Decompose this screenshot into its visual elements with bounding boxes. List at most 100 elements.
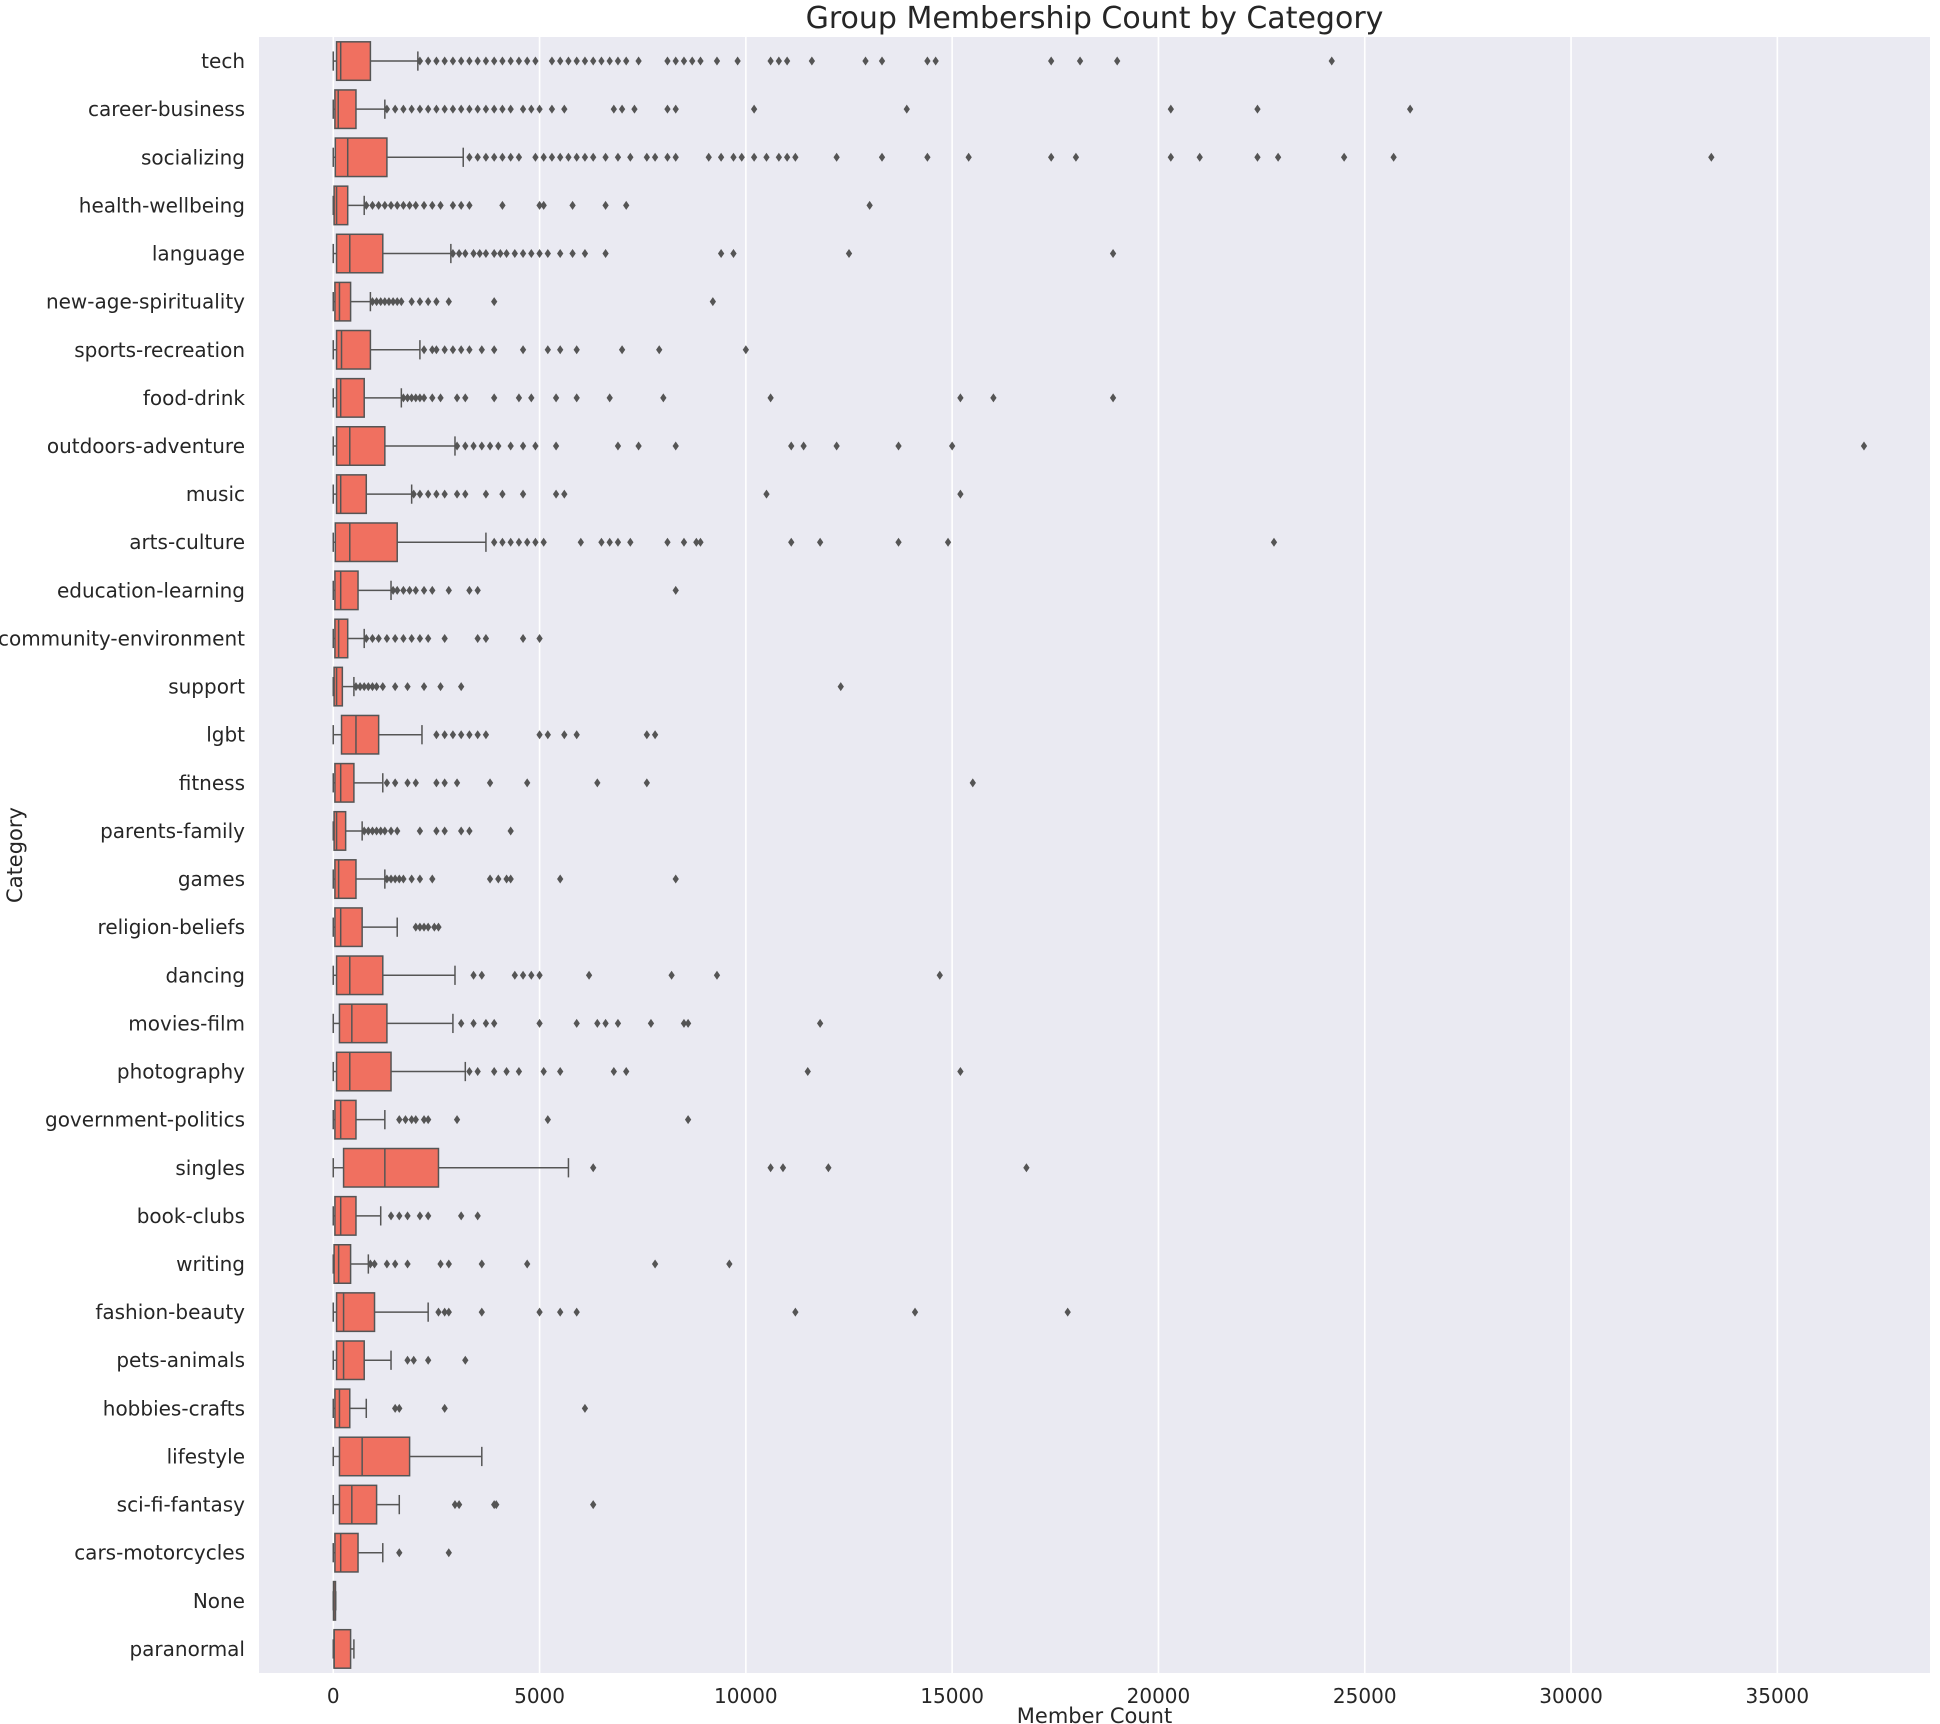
outlier-point	[466, 1067, 473, 1077]
outlier-point	[431, 922, 438, 932]
outlier-point	[788, 441, 795, 451]
iqr-box	[338, 1436, 411, 1477]
outlier-point	[392, 104, 399, 114]
outlier-point	[1109, 249, 1117, 259]
outlier-point	[387, 200, 395, 210]
outlier-point	[466, 826, 473, 836]
outlier-point	[437, 393, 444, 403]
outlier-point	[433, 778, 440, 788]
outlier-point	[404, 1355, 411, 1365]
outlier-point	[540, 152, 547, 162]
iqr-box	[334, 281, 352, 322]
outlier-point	[466, 585, 473, 595]
outlier-point	[404, 682, 411, 692]
outlier-point	[552, 393, 560, 403]
outlier-point	[375, 200, 382, 210]
outlier-point	[499, 152, 506, 162]
y-tick-label: education-learning	[57, 578, 245, 602]
outlier-point	[738, 152, 745, 162]
outlier-point	[379, 682, 386, 692]
outlier-point	[400, 200, 407, 210]
outlier-point	[684, 1018, 692, 1028]
outlier-point	[602, 152, 609, 162]
box-group	[332, 1388, 589, 1429]
y-axis-label: Category	[3, 807, 27, 903]
outlier-point	[519, 970, 527, 980]
outlier-point	[458, 1211, 465, 1221]
box-group	[332, 329, 750, 370]
y-tick-label: pets-animals	[116, 1348, 245, 1372]
outlier-point	[437, 1259, 444, 1269]
outlier-point	[507, 826, 514, 836]
outlier-point	[482, 152, 490, 162]
outlier-point	[944, 537, 952, 547]
outlier-point	[381, 200, 388, 210]
y-tick-label: book-clubs	[137, 1204, 245, 1228]
outlier-point	[416, 489, 424, 499]
outlier-point	[957, 1067, 964, 1077]
outlier-point	[528, 104, 535, 114]
outlier-point	[1167, 152, 1174, 162]
outlier-point	[396, 1548, 403, 1558]
outlier-point	[453, 1115, 461, 1125]
outlier-point	[561, 104, 568, 114]
box-group	[332, 233, 1117, 274]
outlier-point	[614, 1018, 622, 1028]
box-group	[332, 618, 543, 659]
box-group	[332, 41, 1335, 82]
outlier-point	[398, 297, 405, 307]
outlier-point	[394, 297, 401, 307]
outlier-point	[536, 1018, 543, 1028]
outlier-point	[491, 56, 498, 66]
outlier-point	[528, 393, 535, 403]
outlier-point	[590, 56, 597, 66]
y-tick-label: parents-family	[100, 819, 245, 843]
outlier-point	[394, 585, 401, 595]
outlier-point	[400, 874, 407, 884]
outlier-point	[482, 633, 490, 643]
outlier-point	[458, 104, 465, 114]
outlier-point	[573, 730, 580, 740]
outlier-point	[499, 200, 506, 210]
outlier-point	[474, 104, 481, 114]
outlier-point	[1254, 104, 1261, 114]
outlier-point	[1167, 104, 1174, 114]
outlier-point	[478, 1307, 485, 1317]
chart-title: Group Membership Count by Category	[806, 1, 1384, 36]
outlier-point	[361, 826, 368, 836]
outlier-point	[540, 1067, 547, 1077]
outlier-point	[478, 441, 485, 451]
x-tick-label: 35000	[1746, 1684, 1810, 1708]
outlier-point	[581, 56, 589, 66]
outlier-point	[573, 1307, 580, 1317]
y-tick-label: religion-beliefs	[98, 915, 245, 939]
outlier-point	[594, 778, 601, 788]
outlier-point	[590, 1500, 597, 1510]
outlier-point	[1072, 152, 1080, 162]
outlier-point	[561, 730, 568, 740]
outlier-point	[573, 345, 580, 355]
outlier-point	[499, 56, 506, 66]
iqr-box	[333, 185, 349, 226]
outlier-point	[990, 393, 997, 403]
outlier-point	[895, 537, 902, 547]
y-tick-label: tech	[201, 49, 245, 73]
outlier-point	[610, 1067, 617, 1077]
outlier-point	[373, 826, 380, 836]
outlier-point	[643, 778, 650, 788]
y-tick-label: sports-recreation	[74, 338, 245, 362]
outlier-point	[792, 1307, 799, 1317]
outlier-point	[445, 1548, 452, 1558]
outlier-point	[373, 297, 380, 307]
outlier-point	[441, 1307, 448, 1317]
outlier-point	[466, 56, 473, 66]
y-tick-label: new-age-spirituality	[46, 290, 245, 314]
iqr-box	[334, 907, 363, 948]
outlier-point	[911, 1307, 919, 1317]
outlier-point	[573, 393, 580, 403]
y-tick-label: dancing	[165, 963, 245, 987]
outlier-point	[369, 826, 376, 836]
iqr-box	[333, 1628, 352, 1669]
outlier-point	[1048, 56, 1055, 66]
